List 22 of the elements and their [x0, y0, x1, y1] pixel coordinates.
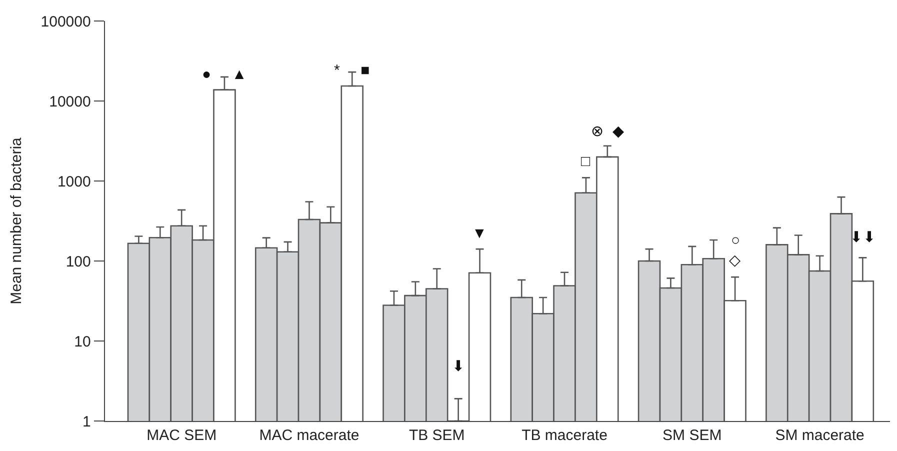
y-tick-label: 10000	[49, 93, 91, 110]
y-axis-title: Mean number of bacteria	[8, 136, 26, 304]
annotation: * ■	[334, 62, 370, 79]
y-tick-label: 100000	[40, 13, 91, 30]
y-tick-label: 1000	[57, 173, 91, 190]
x-tick-label: SM macerate	[775, 427, 864, 444]
annotation: ⬇	[452, 358, 465, 375]
annotation: ⬇⬇	[850, 229, 876, 246]
y-tick-label: 1	[82, 413, 91, 430]
y-tick-label: 100	[66, 253, 91, 270]
y-tick-label: 10	[74, 333, 91, 350]
x-tick-label: TB macerate	[522, 427, 608, 444]
x-tick-label: MAC SEM	[146, 427, 217, 444]
annotation: ◇	[729, 252, 741, 269]
x-tick-label: MAC macerate	[259, 427, 360, 444]
annotation: ● ▲	[202, 66, 247, 83]
annotation: ▼	[472, 225, 487, 242]
x-tick-label: SM SEM	[662, 427, 722, 444]
annotation: ○	[731, 232, 740, 249]
annotation: ⊗ ◆	[591, 123, 624, 140]
annotation: □	[581, 153, 591, 170]
x-tick-label: TB SEM	[408, 427, 465, 444]
